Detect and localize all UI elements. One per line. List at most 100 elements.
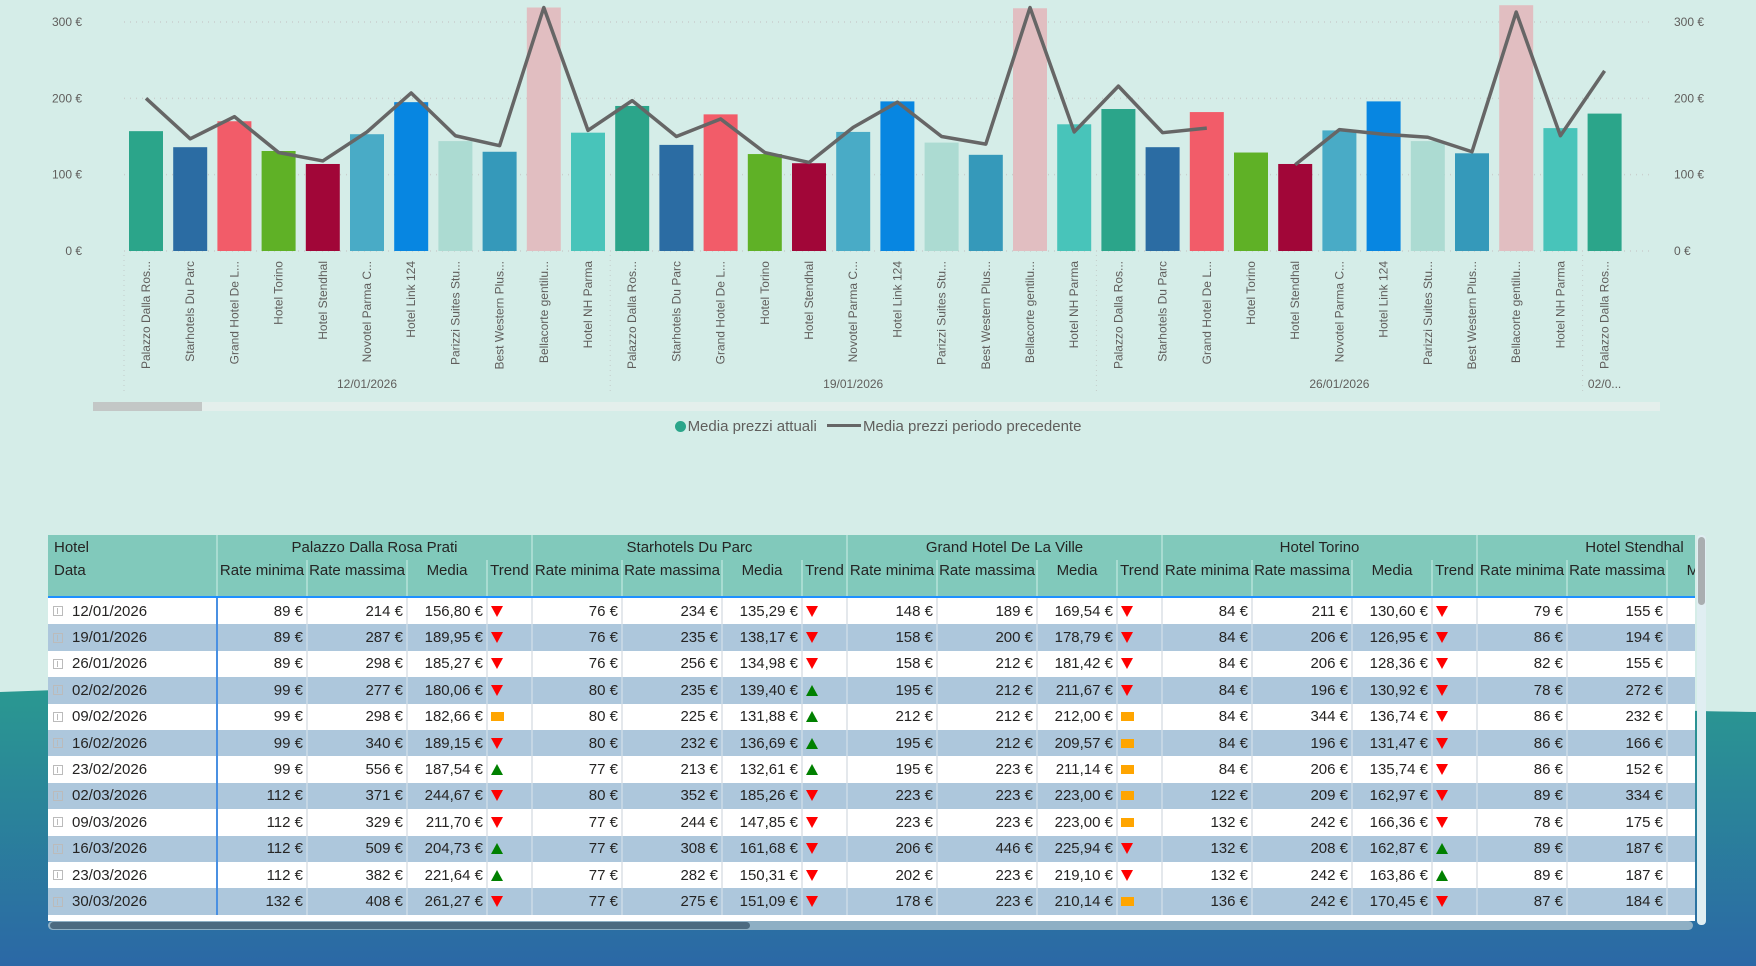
expand-icon[interactable] (53, 896, 63, 907)
header-media[interactable]: Media (723, 560, 803, 596)
cell-media: 178,79 € (1038, 624, 1118, 651)
header-hotel-name[interactable]: Hotel Torino (1163, 535, 1478, 560)
bar[interactable] (571, 132, 605, 251)
expand-icon[interactable] (53, 764, 63, 775)
bar[interactable] (1234, 152, 1268, 251)
header-max[interactable]: Rate massima (1568, 560, 1668, 596)
expand-icon[interactable] (53, 817, 63, 828)
cell-trend (803, 730, 848, 757)
table-row: 12/01/2026 89 €214 €156,80 € 76 €234 €135,… (48, 598, 1695, 625)
bar[interactable] (836, 131, 871, 251)
expand-icon[interactable] (53, 870, 63, 881)
bar[interactable] (438, 141, 473, 251)
bar[interactable] (173, 147, 208, 251)
cell-media: 182,66 € (408, 703, 488, 730)
trend-down-icon (491, 658, 503, 670)
header-trend[interactable]: Trend (803, 560, 848, 596)
expand-icon[interactable] (53, 738, 63, 749)
bar[interactable] (1101, 109, 1136, 252)
bar[interactable] (129, 131, 163, 251)
table-vertical-scrollbar[interactable] (1697, 535, 1706, 925)
trend-up-icon (491, 869, 503, 881)
header-hotel-name[interactable]: Palazzo Dalla Rosa Prati (218, 535, 533, 560)
table-horizontal-scrollbar-thumb[interactable] (50, 922, 750, 929)
expand-icon[interactable] (53, 685, 63, 696)
cell-trend (1433, 703, 1478, 730)
bar[interactable] (1145, 147, 1180, 251)
legend-line-marker (826, 424, 861, 427)
cell-max: 242 € (1253, 888, 1353, 915)
cell-trend (1118, 598, 1163, 625)
date-value: 23/03/2026 (72, 866, 148, 884)
x-category-label: Starhotels Du Parc (1156, 261, 1170, 362)
bar[interactable] (747, 154, 782, 251)
expand-icon[interactable] (53, 658, 63, 669)
bar[interactable] (1366, 101, 1401, 252)
header-max[interactable]: Rate massima (1253, 560, 1353, 596)
bar[interactable] (1278, 163, 1313, 251)
expand-icon[interactable] (53, 606, 63, 617)
bar[interactable] (1189, 112, 1224, 251)
header-media[interactable]: Media (408, 560, 488, 596)
expand-icon[interactable] (53, 790, 63, 801)
bar[interactable] (1543, 128, 1578, 251)
bar[interactable] (482, 151, 517, 251)
header-max[interactable]: Rate massima (623, 560, 723, 596)
trend-down-icon (806, 869, 818, 881)
table-row: 30/03/2026 132 €408 €261,27 € 77 €275 €151… (48, 888, 1695, 915)
header-min[interactable]: Rate minima (1478, 560, 1568, 596)
bar[interactable] (1322, 130, 1357, 251)
bar[interactable] (703, 114, 738, 251)
cell-max: 256 € (623, 650, 723, 678)
cell-min: 112 € (218, 862, 308, 889)
header-trend[interactable]: Trend (1433, 560, 1478, 596)
header-trend[interactable]: Trend (488, 560, 533, 596)
bar[interactable] (217, 121, 252, 251)
chart-scrollbar-thumb[interactable] (93, 402, 202, 411)
chart-scrollbar[interactable] (93, 402, 1660, 411)
bar[interactable] (659, 144, 694, 251)
x-category-label: Hotel NH Parma (1067, 261, 1081, 349)
bar[interactable] (968, 154, 1003, 251)
bar[interactable] (1587, 113, 1622, 251)
header-max[interactable]: Rate massima (308, 560, 408, 596)
table-vertical-scrollbar-thumb[interactable] (1698, 537, 1705, 605)
cell-min: 99 € (218, 703, 308, 730)
header-media[interactable]: Media (1038, 560, 1118, 596)
header-trend[interactable]: Trend (1118, 560, 1163, 596)
cell-trend (1118, 677, 1163, 704)
expand-icon[interactable] (53, 632, 63, 643)
bar[interactable] (1455, 153, 1489, 251)
bar[interactable] (394, 102, 429, 252)
cell-trend (488, 730, 533, 757)
bar[interactable] (350, 134, 384, 251)
bar[interactable] (924, 142, 959, 251)
cell-max: 298 € (308, 703, 408, 730)
cell-media: 136,69 € (723, 730, 803, 757)
bar[interactable] (1013, 8, 1047, 252)
header-max[interactable]: Rate massima (938, 560, 1038, 596)
cell-max: 212 € (938, 650, 1038, 678)
header-hotel-name[interactable]: Starhotels Du Parc (533, 535, 848, 560)
table-horizontal-scrollbar[interactable] (48, 921, 1693, 930)
bar[interactable] (792, 163, 826, 251)
bar[interactable] (1057, 124, 1092, 251)
header-media[interactable]: Media (1353, 560, 1433, 596)
header-media[interactable]: Media (1668, 560, 1695, 596)
header-hotel-name[interactable]: Hotel Stendhal (1478, 535, 1695, 560)
header-min[interactable]: Rate minima (1163, 560, 1253, 596)
header-min[interactable]: Rate minima (848, 560, 938, 596)
expand-icon[interactable] (53, 843, 63, 854)
header-hotel-name[interactable]: Grand Hotel De La Ville (848, 535, 1163, 560)
bar[interactable] (305, 163, 340, 251)
cell-min: 89 € (1478, 862, 1568, 889)
header-min[interactable]: Rate minima (218, 560, 308, 596)
bar[interactable] (615, 105, 650, 251)
header-min[interactable]: Rate minima (533, 560, 623, 596)
bar[interactable] (1410, 141, 1445, 251)
date-value: 26/01/2026 (72, 655, 148, 673)
cell-min: 202 € (848, 862, 938, 889)
bar[interactable] (261, 151, 296, 251)
bar[interactable] (880, 101, 915, 252)
expand-icon[interactable] (53, 711, 63, 722)
